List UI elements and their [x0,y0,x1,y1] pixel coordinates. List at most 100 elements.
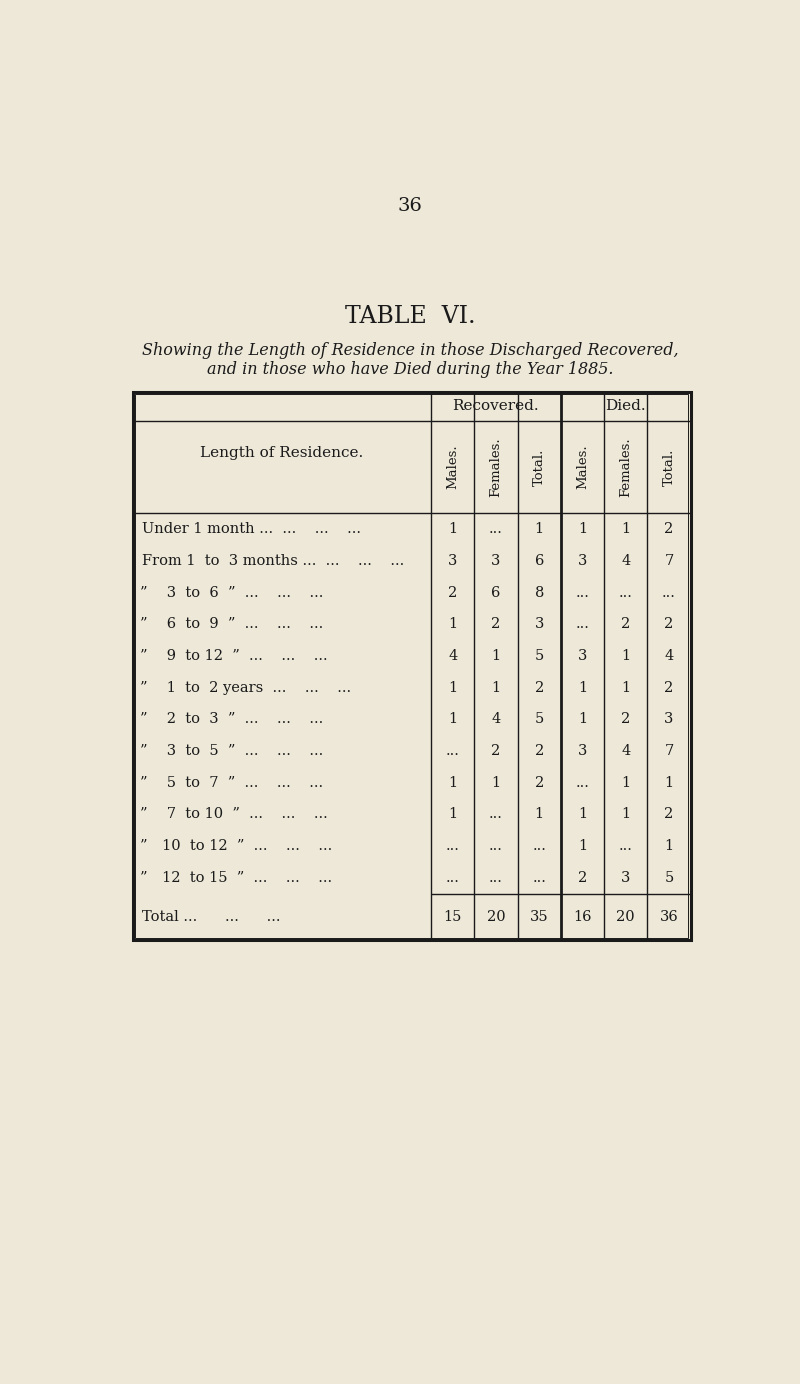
Text: ...: ... [489,522,503,536]
Text: 2: 2 [534,776,544,790]
Text: 2: 2 [491,617,501,631]
Text: 2: 2 [578,871,587,884]
Text: 5: 5 [664,871,674,884]
Text: 1: 1 [491,681,501,695]
Text: 2: 2 [534,745,544,758]
Text: 3: 3 [534,617,544,631]
Text: 1: 1 [448,522,458,536]
Text: Showing the Length of Residence in those Discharged Recovered,: Showing the Length of Residence in those… [142,342,678,360]
Text: Males.: Males. [576,444,589,490]
Text: ”  7  to 10  ”  ...    ...    ...: ” 7 to 10 ” ... ... ... [140,807,328,822]
Text: Total.: Total. [533,448,546,486]
Text: ...: ... [489,807,503,822]
Text: 4: 4 [621,745,630,758]
Text: 1: 1 [448,681,458,695]
Text: 3: 3 [448,554,458,567]
Text: 5: 5 [534,649,544,663]
Text: Females.: Females. [619,437,632,497]
Text: 2: 2 [448,585,458,599]
Text: 2: 2 [664,617,674,631]
Text: ...: ... [618,585,633,599]
Text: 15: 15 [443,909,462,925]
Text: 1: 1 [448,807,458,822]
Text: 1: 1 [448,776,458,790]
Text: 36: 36 [659,909,678,925]
Text: 7: 7 [664,745,674,758]
Text: 1: 1 [578,713,587,727]
Text: 3: 3 [578,745,587,758]
Text: 2: 2 [491,745,501,758]
Bar [133,392,690,940]
Text: ” 12  to 15  ”  ...    ...    ...: ” 12 to 15 ” ... ... ... [140,871,333,884]
Text: 1: 1 [621,649,630,663]
Text: and in those who have Died during the Year 1885.: and in those who have Died during the Ye… [206,361,614,378]
Text: ...: ... [489,839,503,853]
Text: 1: 1 [621,807,630,822]
Text: ”  9  to 12  ”  ...    ...    ...: ” 9 to 12 ” ... ... ... [140,649,328,663]
Text: Total ...      ...      ...: Total ... ... ... [142,909,280,925]
Text: 2: 2 [664,807,674,822]
Text: 3: 3 [578,649,587,663]
Text: 1: 1 [664,839,674,853]
Text: 4: 4 [621,554,630,567]
Text: 1: 1 [578,839,587,853]
Text: 20: 20 [616,909,635,925]
Text: ”  3  to  6  ”  ...    ...    ...: ” 3 to 6 ” ... ... ... [140,585,324,599]
Text: 1: 1 [578,807,587,822]
Text: 3: 3 [664,713,674,727]
Text: TABLE  VI.: TABLE VI. [345,304,475,328]
Text: ...: ... [446,871,460,884]
Text: 1: 1 [491,649,501,663]
Text: 3: 3 [621,871,630,884]
Text: 3: 3 [491,554,501,567]
Text: 20: 20 [486,909,506,925]
Text: 16: 16 [573,909,592,925]
Text: ...: ... [575,776,590,790]
Bar [135,394,688,937]
Text: Males.: Males. [446,444,459,490]
Text: 1: 1 [491,776,501,790]
Text: ...: ... [446,745,460,758]
Text: ...: ... [618,839,633,853]
Text: ...: ... [532,839,546,853]
Text: 2: 2 [621,713,630,727]
Text: 1: 1 [534,522,544,536]
Text: ...: ... [489,871,503,884]
Text: ...: ... [575,617,590,631]
Text: 2: 2 [621,617,630,631]
Text: ...: ... [446,839,460,853]
Text: 2: 2 [534,681,544,695]
Text: 1: 1 [534,807,544,822]
Text: ” 10  to 12  ”  ...    ...    ...: ” 10 to 12 ” ... ... ... [140,839,333,853]
Text: 1: 1 [448,713,458,727]
Text: ”  6  to  9  ”  ...    ...    ...: ” 6 to 9 ” ... ... ... [140,617,323,631]
Text: 4: 4 [491,713,501,727]
Text: From 1  to  3 months ...  ...    ...    ...: From 1 to 3 months ... ... ... ... [142,554,404,567]
Text: ”  1  to  2 years  ...    ...    ...: ” 1 to 2 years ... ... ... [140,681,351,695]
Text: ”  2  to  3  ”  ...    ...    ...: ” 2 to 3 ” ... ... ... [140,713,323,727]
Text: 4: 4 [664,649,674,663]
Text: ”  5  to  7  ”  ...    ...    ...: ” 5 to 7 ” ... ... ... [140,776,323,790]
Text: 36: 36 [398,197,422,215]
Text: 1: 1 [621,522,630,536]
Text: 1: 1 [578,681,587,695]
Text: Females.: Females. [490,437,502,497]
Text: Under 1 month ...  ...    ...    ...: Under 1 month ... ... ... ... [142,522,361,536]
Text: ...: ... [662,585,676,599]
Text: 3: 3 [578,554,587,567]
Text: ...: ... [575,585,590,599]
Text: 6: 6 [534,554,544,567]
Text: 6: 6 [491,585,501,599]
Text: Total.: Total. [662,448,675,486]
Text: ...: ... [532,871,546,884]
Text: 1: 1 [578,522,587,536]
Text: 1: 1 [448,617,458,631]
Text: 2: 2 [664,681,674,695]
Text: 35: 35 [530,909,549,925]
Text: 4: 4 [448,649,458,663]
Text: 1: 1 [664,776,674,790]
Text: 2: 2 [664,522,674,536]
Text: 5: 5 [534,713,544,727]
Text: 1: 1 [621,776,630,790]
Text: 8: 8 [534,585,544,599]
